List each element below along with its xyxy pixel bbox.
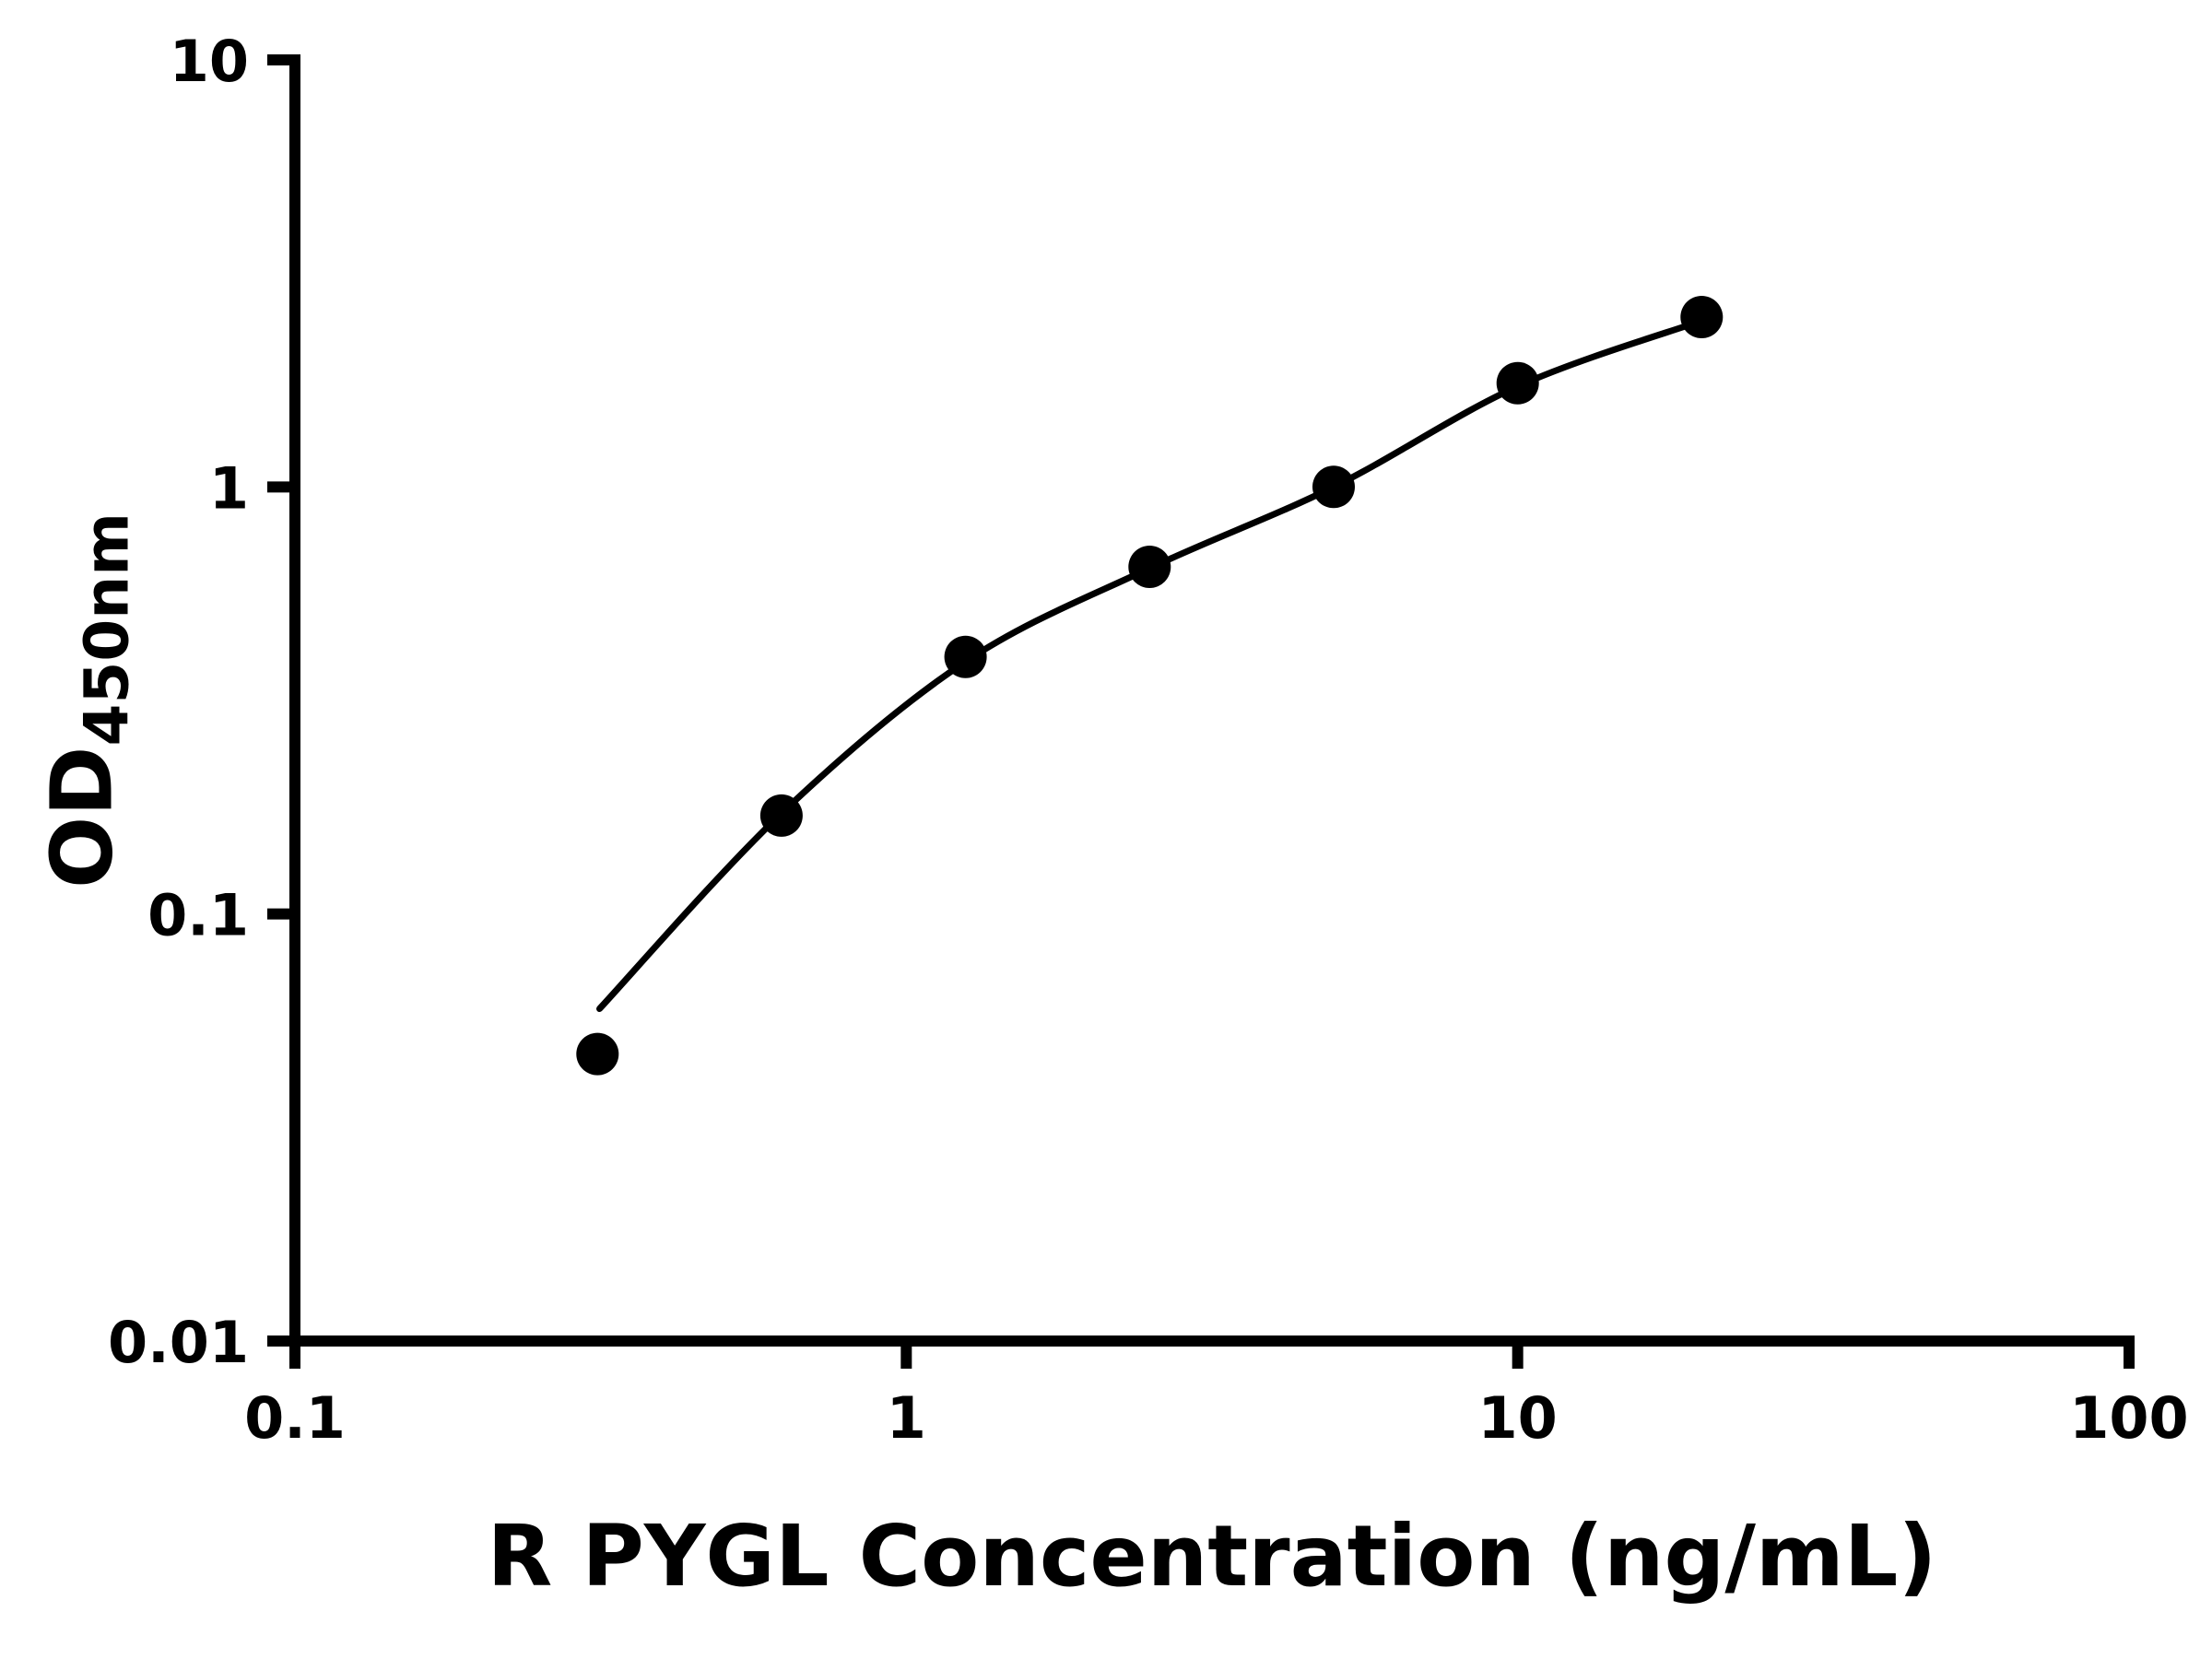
data-point xyxy=(1680,296,1724,338)
y-axis-title: OD450nm xyxy=(33,512,143,888)
x-axis-title: R PYGL Concentration (ng/mL) xyxy=(487,1507,1937,1606)
y-tick-label: 0.1 xyxy=(147,882,249,949)
data-point xyxy=(1128,546,1171,588)
data-point xyxy=(759,794,803,837)
y-tick-label: 1 xyxy=(209,454,249,522)
y-axis-title-main: OD xyxy=(32,746,132,889)
y-tick-label: 0.01 xyxy=(108,1309,249,1376)
data-point xyxy=(1496,361,1539,405)
x-tick-label: 100 xyxy=(2069,1384,2188,1452)
fit-curve xyxy=(596,317,1705,1012)
data-point xyxy=(944,635,987,678)
y-tick-label: 10 xyxy=(170,28,249,95)
x-tick-label: 0.1 xyxy=(244,1384,346,1452)
axes xyxy=(289,54,2135,1347)
x-tick-label: 1 xyxy=(887,1384,926,1452)
y-axis-title-sub: 450nm xyxy=(71,512,143,747)
data-point xyxy=(576,1032,619,1076)
x-tick-label: 10 xyxy=(1478,1384,1558,1452)
data-point xyxy=(1312,465,1355,509)
